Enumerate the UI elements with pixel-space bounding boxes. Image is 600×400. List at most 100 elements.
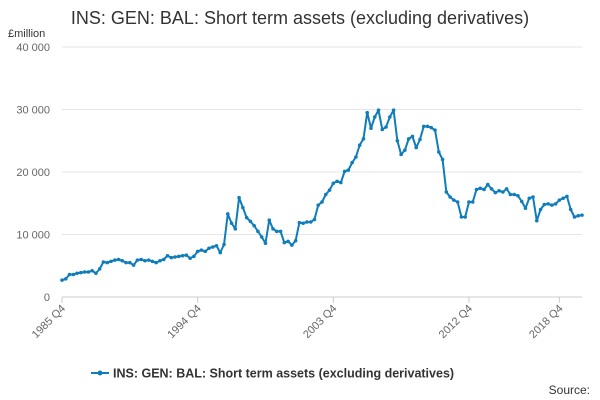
data-point	[534, 218, 539, 223]
data-point	[403, 148, 407, 152]
data-point	[207, 246, 211, 251]
data-point	[320, 200, 324, 204]
data-point	[440, 157, 445, 162]
x-tick-label: 2012 Q4	[437, 303, 475, 341]
data-point	[210, 245, 215, 249]
data-point	[112, 258, 117, 262]
data-point	[233, 227, 238, 231]
data-point	[437, 150, 441, 154]
data-point	[478, 186, 483, 191]
data-point	[372, 115, 377, 119]
data-point	[384, 125, 388, 129]
data-point	[448, 195, 452, 199]
data-point	[350, 160, 354, 165]
data-point	[485, 182, 490, 187]
data-point	[101, 260, 106, 264]
data-point	[109, 259, 113, 264]
y-tick-label: 20 000	[16, 167, 50, 179]
gridlines	[62, 46, 582, 235]
data-point	[508, 192, 513, 197]
data-point	[67, 272, 72, 277]
chart-title: INS: GEN: BAL: Short term assets (exclud…	[71, 8, 529, 28]
data-point	[195, 249, 200, 254]
data-point	[241, 205, 245, 210]
data-point	[256, 229, 260, 234]
data-point	[504, 187, 509, 191]
data-point	[399, 152, 403, 157]
data-point	[301, 221, 305, 226]
legend-label: INS: GEN: BAL: Short term assets (exclud…	[113, 367, 454, 381]
data-point	[143, 258, 147, 263]
data-point	[131, 263, 136, 267]
y-tick-label: 0	[44, 292, 50, 304]
data-point	[177, 254, 181, 259]
data-point	[365, 110, 370, 115]
data-point	[323, 192, 328, 197]
data-point	[165, 253, 170, 258]
data-point	[444, 190, 449, 194]
data-point	[86, 270, 91, 274]
data-point	[501, 190, 505, 194]
source-label: Source:	[549, 383, 590, 397]
data-point	[248, 219, 253, 224]
data-point	[139, 257, 143, 262]
data-point	[455, 200, 460, 204]
data-point	[297, 220, 302, 225]
legend[interactable]: INS: GEN: BAL: Short term assets (exclud…	[91, 367, 454, 381]
data-point	[429, 125, 434, 130]
data-point	[259, 235, 264, 239]
data-point	[290, 243, 294, 247]
data-point	[557, 198, 562, 202]
data-point	[312, 217, 317, 222]
data-point	[63, 277, 68, 281]
data-point	[433, 128, 437, 132]
data-point	[274, 229, 279, 234]
data-point	[342, 169, 347, 174]
series-points	[60, 108, 584, 282]
data-point	[572, 215, 577, 219]
data-point	[229, 221, 234, 226]
data-point	[380, 127, 385, 132]
data-point	[308, 220, 313, 224]
data-point	[418, 137, 422, 142]
data-point	[199, 248, 204, 252]
data-point	[90, 268, 94, 273]
data-point	[237, 195, 241, 200]
data-point	[568, 207, 573, 212]
data-point	[105, 260, 110, 265]
x-tick-label: 2003 Q4	[301, 303, 339, 341]
data-point	[395, 138, 400, 143]
data-point	[71, 272, 76, 277]
data-point	[263, 241, 268, 246]
data-point	[94, 271, 98, 276]
data-point	[222, 242, 226, 247]
data-point	[576, 213, 581, 218]
data-point	[82, 270, 87, 274]
data-point	[512, 192, 516, 197]
data-point	[203, 249, 207, 254]
data-point	[546, 202, 550, 206]
data-point	[550, 203, 554, 207]
y-tick-label: 30 000	[16, 105, 50, 117]
data-point	[542, 202, 547, 207]
data-point	[421, 124, 426, 129]
data-point	[331, 181, 336, 186]
data-point	[158, 258, 162, 263]
x-axis-ticks: 1985 Q4 1994 Q4 2003 Q4 2012 Q4 2018 Q4	[30, 297, 566, 341]
data-point	[527, 196, 532, 201]
data-point	[459, 215, 464, 219]
data-point	[482, 187, 486, 192]
data-point	[463, 215, 467, 219]
data-point	[282, 240, 287, 245]
data-point	[369, 126, 373, 131]
data-point	[531, 195, 535, 199]
data-point	[225, 212, 230, 216]
data-point	[244, 215, 249, 220]
x-tick-label: 1994 Q4	[165, 303, 203, 341]
data-point	[214, 243, 219, 248]
data-point	[218, 250, 223, 255]
data-point	[293, 238, 298, 243]
data-point	[519, 199, 524, 204]
data-point	[60, 278, 64, 282]
